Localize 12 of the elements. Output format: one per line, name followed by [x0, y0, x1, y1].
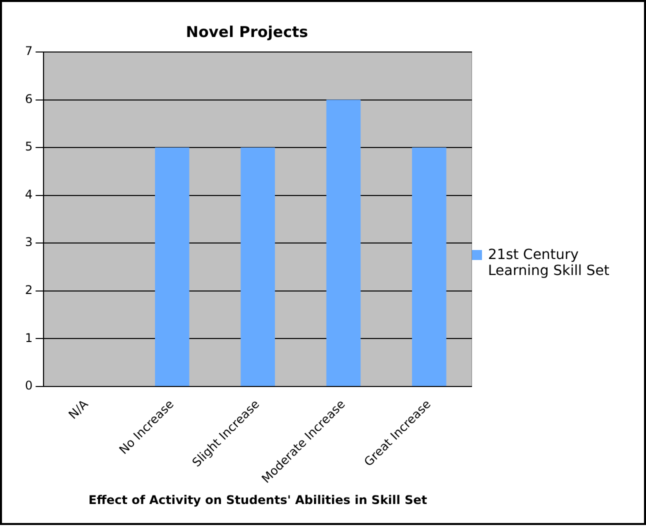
y-tick-label: 4 — [24, 186, 33, 201]
y-tick-label: 0 — [24, 378, 33, 392]
y-tick-label: 1 — [24, 330, 33, 344]
chart-title: Novel Projects — [186, 22, 308, 40]
y-tick-label: 6 — [24, 91, 33, 106]
y-tick-label: 2 — [24, 282, 33, 297]
y-tick-label: 5 — [24, 139, 33, 154]
y-tick-label: 3 — [24, 234, 33, 249]
legend-label: 21st Century Learning Skill Set — [488, 246, 610, 278]
x-axis-title: Effect of Activity on Students' Abilities in Skill Set — [88, 492, 428, 506]
y-tick-label: 7 — [24, 44, 33, 58]
x-tick-label: N/A — [66, 396, 92, 422]
